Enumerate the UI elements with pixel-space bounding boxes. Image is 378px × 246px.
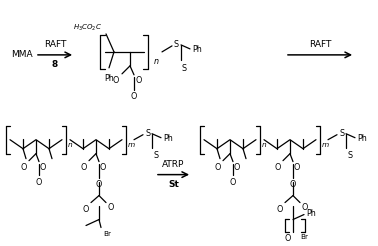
Text: S: S xyxy=(339,129,344,138)
Text: O: O xyxy=(81,163,87,172)
Text: m: m xyxy=(128,142,135,148)
Text: Ph: Ph xyxy=(357,134,367,143)
Text: O: O xyxy=(36,178,42,187)
Text: Ph: Ph xyxy=(192,46,202,54)
Text: O: O xyxy=(96,180,102,189)
Text: 8: 8 xyxy=(52,60,58,69)
Text: Ph: Ph xyxy=(306,209,316,218)
Text: S: S xyxy=(153,151,158,160)
Text: O: O xyxy=(302,202,308,212)
Text: O: O xyxy=(275,163,281,172)
Text: O: O xyxy=(234,163,240,172)
Text: St: St xyxy=(168,180,179,189)
Text: Br: Br xyxy=(300,234,308,241)
Text: O: O xyxy=(215,163,221,172)
Text: n: n xyxy=(68,142,73,148)
Text: O: O xyxy=(230,178,236,187)
Text: RAFT: RAFT xyxy=(309,40,331,49)
Text: S: S xyxy=(145,129,150,138)
Text: MMA: MMA xyxy=(11,50,33,59)
Text: n: n xyxy=(262,142,266,148)
Text: m: m xyxy=(322,142,329,148)
Text: O: O xyxy=(290,180,296,189)
Text: Ph: Ph xyxy=(163,134,173,143)
Text: Ph: Ph xyxy=(104,74,114,83)
Text: S: S xyxy=(182,64,187,73)
Text: S: S xyxy=(174,40,179,49)
Text: O: O xyxy=(113,76,119,85)
Text: n: n xyxy=(154,57,159,66)
Text: RAFT: RAFT xyxy=(44,40,66,49)
Text: O: O xyxy=(108,202,115,212)
Text: Br: Br xyxy=(103,231,111,236)
Text: O: O xyxy=(21,163,27,172)
Text: S: S xyxy=(347,151,352,160)
Text: O: O xyxy=(40,163,46,172)
Text: O: O xyxy=(135,76,141,85)
Text: O: O xyxy=(131,92,137,101)
Text: O: O xyxy=(83,205,89,214)
Text: O: O xyxy=(294,163,301,172)
Text: ATRP: ATRP xyxy=(162,160,185,169)
Text: O: O xyxy=(277,205,283,214)
Text: O: O xyxy=(100,163,106,172)
Text: $H_3CO_2C$: $H_3CO_2C$ xyxy=(73,23,102,33)
Text: O: O xyxy=(285,234,291,244)
